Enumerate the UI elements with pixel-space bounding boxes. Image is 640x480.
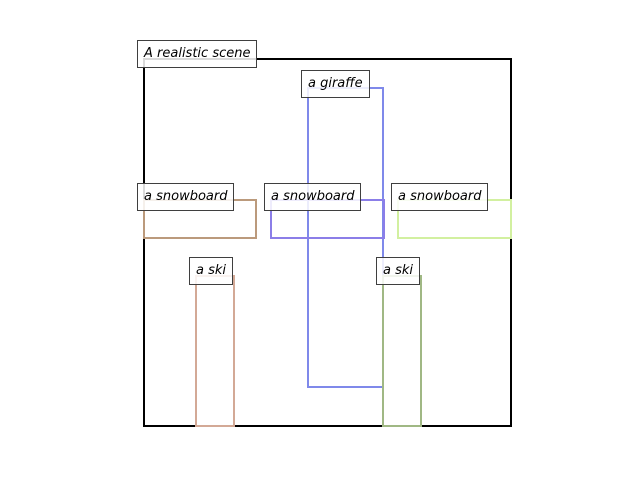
snowboard-left-label: a snowboard [137, 183, 235, 211]
scene-frame [143, 58, 512, 427]
snowboard-right-label: a snowboard [391, 183, 489, 211]
ski-left-label: a ski [189, 257, 234, 285]
ski-right-box [382, 275, 422, 427]
ski-left-box [195, 275, 235, 427]
giraffe-label: a giraffe [301, 70, 370, 98]
scene-caption-label: A realistic scene [137, 40, 258, 68]
ski-right-label: a ski [376, 257, 421, 285]
snowboard-middle-label: a snowboard [264, 183, 362, 211]
